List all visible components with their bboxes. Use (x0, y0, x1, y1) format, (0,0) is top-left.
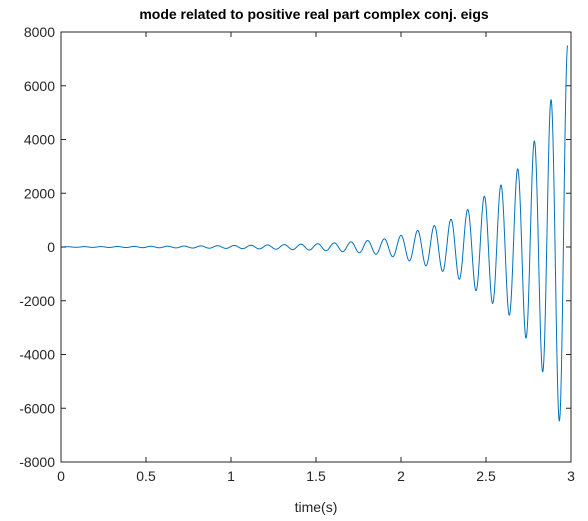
plot-area (60, 45, 569, 422)
x-tick-label: 3 (567, 468, 575, 484)
y-tick-label: 4000 (24, 132, 55, 148)
x-tick-label: 1 (227, 468, 235, 484)
x-axis-label: time(s) (295, 499, 338, 515)
y-tick-label: -6000 (19, 400, 55, 416)
y-tick-label: -4000 (19, 347, 55, 363)
y-tick-label: -8000 (19, 454, 55, 470)
axes: 0 0.5 1 1.5 2 2.5 3 -8000 -6000 -4000 -2000 0 2000 40… (19, 24, 575, 484)
x-tick-label: 0.5 (136, 468, 156, 484)
x-tick-label: 2 (397, 468, 405, 484)
y-tick-label: 6000 (24, 78, 55, 94)
x-tick-label: 1.5 (306, 468, 326, 484)
y-tick-label: 8000 (24, 24, 55, 40)
x-tick-label: 2.5 (476, 468, 496, 484)
x-tick-label: 0 (57, 468, 65, 484)
y-tick-label: -2000 (19, 293, 55, 309)
series-line (60, 45, 569, 422)
y-tick-label: 0 (47, 239, 55, 255)
y-tick-label: 2000 (24, 185, 55, 201)
chart-title: mode related to positive real part compl… (139, 6, 489, 22)
